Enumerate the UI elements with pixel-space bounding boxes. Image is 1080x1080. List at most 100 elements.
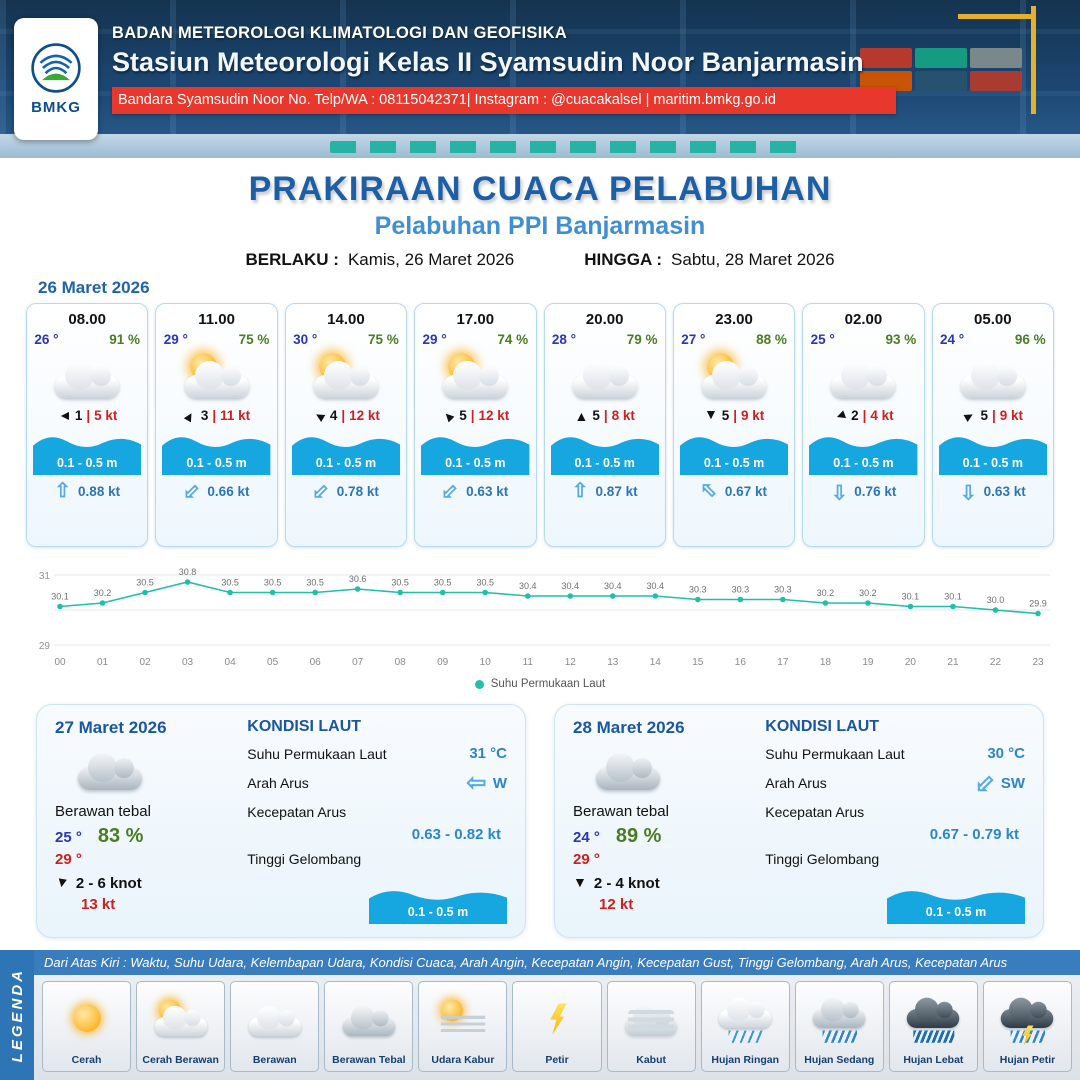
wave-height-value: 0.1 - 0.5 m: [186, 456, 247, 470]
wave-icon: [369, 891, 507, 924]
panel-temp-min: 25 °: [55, 829, 82, 846]
hourly-forecast-row: 08.00 26 ° 91 % ▲ 1 | 5 kt 0.1 - 0.5 m ⇧ 0.88…: [26, 303, 1054, 547]
gust-speed: 11 kt: [220, 408, 251, 423]
svg-text:01: 01: [97, 657, 109, 668]
card-humidity: 93 %: [885, 332, 917, 347]
card-temperature: 24 °: [940, 332, 965, 347]
svg-text:11: 11: [523, 657, 534, 668]
day-panels: 27 Maret 2026 Berawan tebal 25 ° 83 % 29…: [36, 704, 1044, 938]
svg-text:13: 13: [607, 657, 619, 668]
current-direction-icon: ⇧: [307, 477, 336, 505]
overcast-icon: [591, 746, 665, 792]
svg-text:12: 12: [565, 657, 577, 668]
wind-speed: 1: [74, 408, 83, 423]
legend-tile: Kabut: [606, 981, 696, 1072]
panel-humidity: 89 %: [615, 825, 662, 847]
wave-height-value: 0.1 - 0.5 m: [962, 456, 1024, 470]
partly-cloudy-icon: [438, 353, 512, 400]
sst-line-chart: 31 29 30.1 00 30.2 01 30.5 02 30.8 03 30.5 04 30.5 05…: [26, 559, 1054, 676]
card-humidity: 96 %: [1014, 332, 1046, 347]
svg-text:04: 04: [225, 657, 237, 668]
sea-conditions-title: KONDISI LAUT: [765, 718, 880, 735]
lightning-icon: [527, 1000, 588, 1038]
forecast-card: 20.00 28 ° 79 % ▲ 5 | 8 kt 0.1 - 0.5 m ⇧ 0.87…: [543, 303, 666, 547]
card-humidity: 79 %: [626, 332, 658, 347]
forecast-card: 08.00 26 ° 91 % ▲ 1 | 5 kt 0.1 - 0.5 m ⇧ 0.88…: [26, 303, 149, 547]
card-temperature: 27 °: [681, 332, 706, 347]
bmkg-logo-text: BMKG: [31, 99, 81, 116]
sst-value: 30 °C: [987, 745, 1025, 762]
svg-text:17: 17: [777, 657, 789, 668]
separator: |: [341, 408, 346, 423]
sun-cloud-icon: [150, 999, 211, 1038]
wave-icon: [887, 891, 1025, 924]
svg-text:29.9: 29.9: [1029, 599, 1047, 609]
wave-height: 0.1 - 0.5 m: [369, 884, 507, 924]
card-time: 17.00: [456, 311, 495, 328]
wave-height-value: 0.1 - 0.5 m: [833, 456, 894, 470]
wave-height-value: 0.1 - 0.5 m: [445, 456, 506, 470]
current-speed-label: Kecepatan Arus: [247, 804, 347, 820]
legend-tile: Udara Kabur: [418, 981, 508, 1072]
svg-text:30.2: 30.2: [859, 588, 877, 598]
current-direction-icon: ⇧: [437, 477, 465, 505]
sst-value: 31 °C: [469, 745, 507, 762]
title-section: PRAKIRAAN CUACA PELABUHAN Pelabuhan PPI …: [0, 158, 1080, 270]
svg-text:30.2: 30.2: [817, 588, 835, 598]
legend-tile: Hujan Lebat: [888, 981, 978, 1072]
legend-dot-icon: [474, 679, 484, 689]
wind-direction-icon: ▲: [437, 404, 459, 427]
current-speed-value: 0.63 - 0.82 kt: [411, 826, 501, 843]
gust-speed: 5 kt: [94, 408, 118, 423]
separator: |: [991, 408, 996, 423]
wind-direction-icon: ▲: [830, 406, 851, 425]
svg-text:03: 03: [182, 657, 194, 668]
partly-cloudy-icon: [309, 353, 383, 400]
wave-height: 0.1 - 0.5 m: [550, 429, 659, 475]
wave-icon: [421, 437, 530, 475]
panel-date: 27 Maret 2026: [55, 718, 167, 737]
wave-height-value: 0.1 - 0.5 m: [925, 905, 987, 919]
svg-text:07: 07: [352, 657, 364, 668]
cloudy-icon: [568, 354, 642, 400]
container-stack-illustration: [860, 48, 1028, 91]
valid-to-value: Sabtu, 28 Maret 2026: [671, 250, 835, 269]
current-speed: 0.66 kt: [207, 483, 250, 499]
svg-text:30.0: 30.0: [987, 595, 1005, 605]
thunderstorm-icon: [997, 995, 1058, 1045]
wind-speed: 5: [980, 408, 988, 423]
station-name: Stasiun Meteorologi Kelas II Syamsudin N…: [112, 47, 864, 77]
svg-text:16: 16: [735, 657, 747, 668]
wave-icon: [679, 437, 789, 475]
svg-text:30.4: 30.4: [604, 581, 622, 591]
card-time: 02.00: [844, 311, 883, 328]
wave-height: 0.1 - 0.5 m: [679, 429, 789, 475]
current-direction-label: Arah Arus: [765, 775, 827, 791]
gust-speed: 4 kt: [870, 408, 894, 423]
wave-height: 0.1 - 0.5 m: [887, 884, 1025, 924]
wave-height-value: 0.1 - 0.5 m: [56, 456, 118, 470]
cloudy-icon: [826, 354, 900, 400]
crane-arm-icon: [958, 14, 1036, 19]
legend-description: Dari Atas Kiri : Waktu, Suhu Udara, Kele…: [34, 950, 1080, 975]
wind-direction-icon: ▲: [703, 407, 718, 424]
current-speed-value: 0.67 - 0.79 kt: [929, 826, 1019, 843]
current-speed: 0.78 kt: [336, 483, 379, 499]
svg-text:30.5: 30.5: [306, 578, 324, 588]
card-temperature: 25 °: [810, 332, 835, 347]
svg-text:18: 18: [820, 657, 832, 668]
card-temperature: 28 °: [551, 332, 577, 347]
wind-speed: 5: [459, 408, 467, 423]
forecast-card: 14.00 30 ° 75 % ▲ 4 | 12 kt 0.1 - 0.5 m ⇧ 0.7…: [284, 303, 408, 547]
wave-height-label: Tinggi Gelombang: [247, 851, 362, 867]
svg-text:30.5: 30.5: [136, 578, 154, 588]
svg-text:30.5: 30.5: [264, 578, 282, 588]
sun-icon: [56, 1000, 117, 1038]
wave-height-value: 0.1 - 0.5 m: [574, 456, 635, 470]
wave-icon: [291, 437, 401, 475]
moderate-rain-icon: [809, 995, 870, 1043]
svg-text:05: 05: [267, 657, 279, 668]
current-speed: 0.63 kt: [983, 483, 1026, 499]
page-subtitle: Pelabuhan PPI Banjarmasin: [374, 212, 706, 240]
